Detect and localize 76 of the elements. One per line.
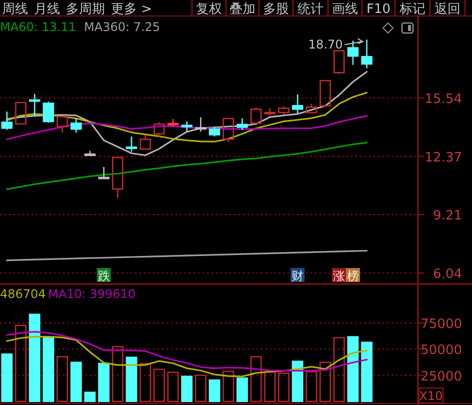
bar [278,372,290,402]
text: 返回 [434,2,460,17]
y-tick-label: 15.54 [424,92,462,107]
text: 画线 [332,2,358,17]
line-series [6,142,368,190]
y-tick-label: 50000 [420,343,462,358]
annotation: 涨 [333,269,346,283]
candlestick [278,106,290,116]
bar [236,377,248,402]
y-tick-label: 25000 [420,369,462,384]
bar [208,379,220,402]
line-series [6,336,368,378]
bar [347,336,359,402]
line-series [6,330,368,372]
text: 标记 [398,2,426,17]
bar [15,324,26,402]
bar [1,353,13,402]
candlestick [56,116,68,134]
candlestick [126,136,138,152]
annotation: 财 [292,269,304,283]
bar [250,356,262,402]
bar [153,368,165,402]
text: 多周期 [66,2,105,17]
annotation: MA10: 399610 [48,287,136,301]
bar [98,362,110,402]
line-series [6,70,368,156]
annotation: MA360: 7.25 [84,20,160,34]
text: X10 [419,389,443,403]
annotation: MA60: 13.11 [0,20,76,34]
y-tick-label: 6.04 [433,267,462,282]
candlestick [181,120,192,132]
bar [361,342,373,402]
candlestick [70,118,82,134]
bar [70,362,82,402]
y-tick-label: 12.37 [424,150,462,166]
bar [264,371,276,402]
bar [222,370,234,402]
annotation: 18.70 [308,38,343,52]
candlestick [1,110,13,130]
text: F10 [366,2,391,17]
bar [292,360,304,402]
candlestick [98,166,110,180]
bar [181,376,193,402]
y-tick-label: 75000 [420,316,462,332]
annotation: 跌 [98,269,110,283]
candlestick [292,94,304,114]
bar [42,336,54,402]
bar [194,374,206,402]
bar [140,363,152,402]
bar [320,362,331,402]
text: 月线 [34,2,60,17]
line-series [6,92,368,142]
candlestick [195,116,206,132]
bar [306,371,318,402]
text: 复权 [196,2,222,17]
bar [112,346,124,402]
annotation: 榜 [346,269,359,283]
bar [333,337,345,402]
bar [56,356,68,402]
candlestick [140,134,151,150]
line-series [6,250,368,262]
candlestick [28,93,40,118]
text: 叠加 [230,2,256,17]
bar [84,392,96,402]
candlestick [112,156,124,199]
annotation: 486704 [0,287,46,301]
text: 多股 [263,2,289,17]
y-tick-label: 9.21 [433,208,462,224]
bar [28,314,40,402]
bar [126,356,138,402]
text: 更多 > [111,2,152,17]
line-series [6,115,368,140]
bar [167,372,179,402]
text: 统计 [298,2,324,17]
candlestick [236,118,248,130]
text: 周线 [2,2,28,17]
